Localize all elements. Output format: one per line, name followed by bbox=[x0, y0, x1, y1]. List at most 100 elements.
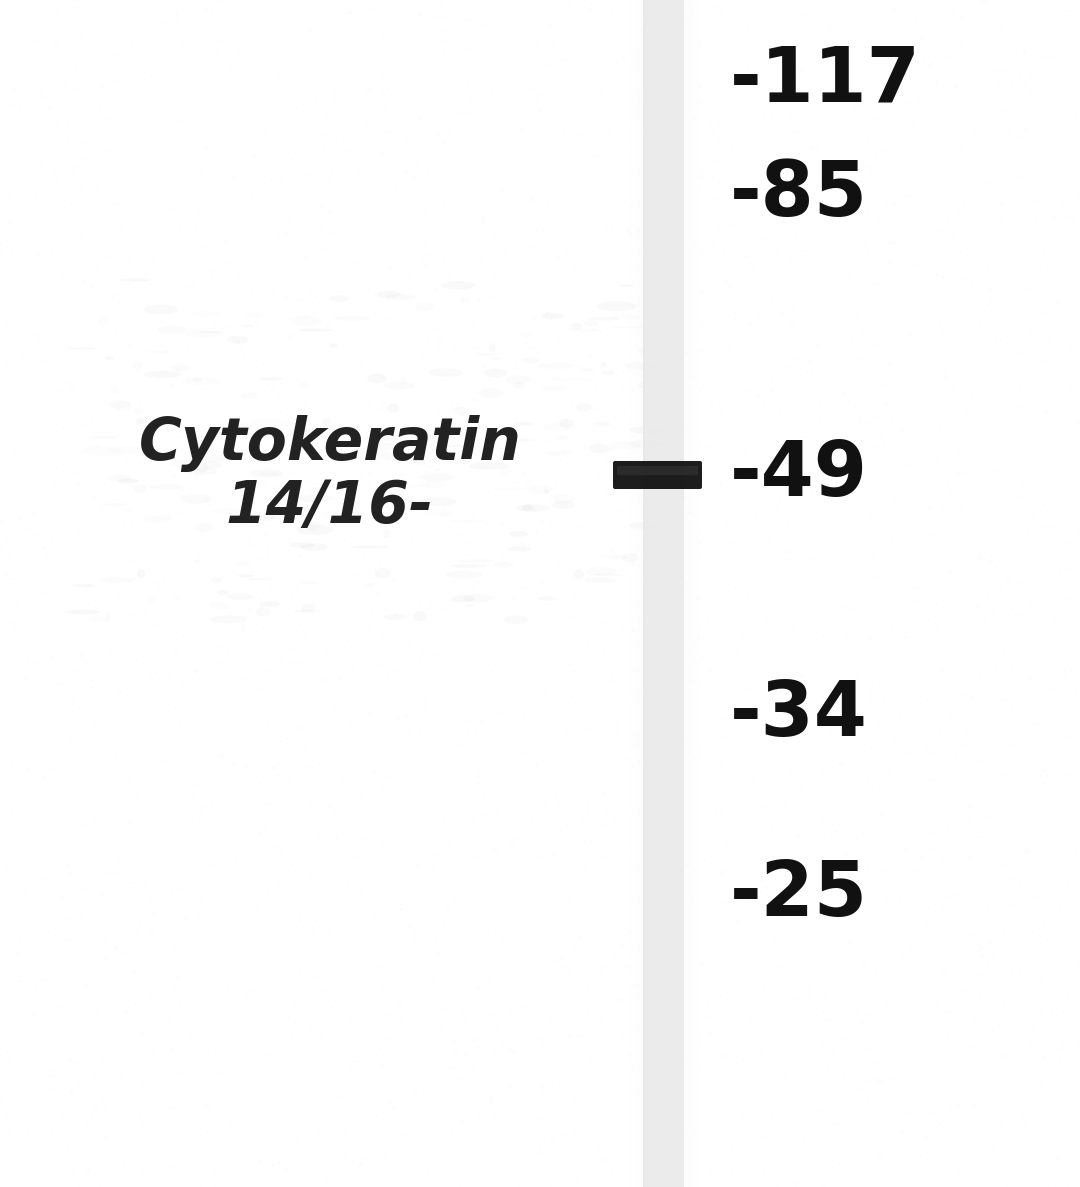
Point bbox=[419, 53, 436, 72]
Point bbox=[238, 32, 255, 51]
Point bbox=[544, 8, 562, 27]
Point bbox=[253, 335, 270, 354]
Point bbox=[851, 254, 868, 273]
Point bbox=[380, 357, 397, 376]
Point bbox=[841, 1014, 859, 1033]
Point bbox=[748, 1061, 766, 1080]
Point bbox=[298, 165, 315, 184]
Point bbox=[480, 656, 497, 675]
Point bbox=[689, 673, 706, 692]
Point bbox=[553, 292, 570, 311]
Point bbox=[559, 988, 577, 1007]
Point bbox=[976, 608, 994, 627]
Point bbox=[678, 856, 696, 875]
Point bbox=[537, 1104, 554, 1123]
Point bbox=[472, 815, 489, 834]
Point bbox=[325, 93, 342, 112]
Point bbox=[675, 541, 692, 560]
Point bbox=[538, 218, 555, 237]
Point bbox=[287, 718, 305, 737]
Point bbox=[65, 260, 82, 279]
Point bbox=[875, 56, 892, 75]
Point bbox=[703, 386, 720, 405]
Point bbox=[48, 1099, 65, 1118]
Point bbox=[365, 883, 382, 902]
Point bbox=[651, 610, 669, 629]
Point bbox=[893, 421, 910, 440]
Point bbox=[524, 811, 541, 830]
Point bbox=[241, 978, 258, 997]
Point bbox=[127, 400, 145, 419]
Point bbox=[459, 446, 476, 465]
Point bbox=[197, 978, 214, 997]
Point bbox=[359, 118, 376, 137]
Point bbox=[261, 578, 279, 597]
Point bbox=[833, 275, 850, 294]
Point bbox=[895, 565, 913, 584]
Point bbox=[525, 1065, 542, 1084]
Point bbox=[134, 1023, 151, 1042]
Point bbox=[592, 769, 609, 788]
Point bbox=[105, 542, 122, 561]
Point bbox=[799, 988, 816, 1007]
Point bbox=[1067, 106, 1080, 125]
Point bbox=[524, 1014, 541, 1033]
Point bbox=[127, 912, 145, 931]
Point bbox=[1047, 451, 1064, 470]
Point bbox=[160, 661, 177, 680]
Point bbox=[624, 39, 642, 58]
Point bbox=[517, 344, 535, 363]
Point bbox=[278, 446, 295, 465]
Point bbox=[1055, 946, 1072, 965]
Point bbox=[860, 858, 877, 877]
Point bbox=[127, 325, 145, 344]
Point bbox=[247, 767, 265, 786]
Point bbox=[1000, 122, 1017, 141]
Point bbox=[622, 46, 639, 65]
Point bbox=[455, 525, 472, 544]
Point bbox=[542, 1131, 559, 1150]
Point bbox=[638, 169, 656, 188]
Point bbox=[853, 277, 870, 296]
Point bbox=[986, 1118, 1003, 1137]
Point bbox=[1035, 933, 1052, 952]
Point bbox=[810, 953, 827, 972]
Point bbox=[697, 233, 714, 252]
Point bbox=[864, 386, 881, 405]
Point bbox=[166, 1099, 184, 1118]
Point bbox=[401, 859, 418, 878]
Point bbox=[345, 729, 362, 748]
Point bbox=[338, 125, 355, 144]
Point bbox=[329, 795, 347, 814]
Point bbox=[316, 782, 334, 801]
Point bbox=[932, 419, 949, 438]
Point bbox=[199, 13, 216, 32]
Point bbox=[310, 155, 327, 174]
Point bbox=[318, 1172, 335, 1187]
Point bbox=[469, 688, 486, 707]
Point bbox=[1039, 449, 1056, 468]
Point bbox=[1038, 624, 1055, 643]
Point bbox=[77, 477, 94, 496]
Point bbox=[451, 920, 469, 939]
Point bbox=[1014, 475, 1031, 494]
Point bbox=[239, 945, 256, 964]
Point bbox=[417, 28, 434, 47]
Point bbox=[662, 121, 679, 140]
Point bbox=[63, 729, 80, 748]
Point bbox=[551, 331, 568, 350]
Point bbox=[1041, 332, 1058, 351]
Point bbox=[724, 1132, 741, 1151]
Point bbox=[156, 425, 173, 444]
Point bbox=[724, 959, 741, 978]
Point bbox=[578, 884, 595, 903]
Point bbox=[972, 880, 989, 899]
Point bbox=[703, 115, 720, 134]
Point bbox=[6, 201, 24, 220]
Point bbox=[1040, 1178, 1057, 1187]
Point bbox=[397, 1028, 415, 1047]
Point bbox=[603, 597, 620, 616]
Point bbox=[1015, 43, 1032, 62]
Point bbox=[571, 740, 589, 758]
Point bbox=[717, 434, 734, 453]
